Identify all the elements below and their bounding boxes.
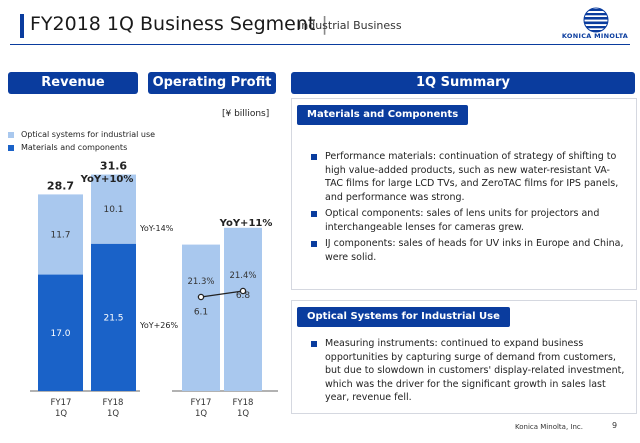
list-item: Performance materials: continuation of s… — [311, 150, 627, 204]
legend-item-materials: Materials and components — [8, 143, 127, 152]
page-title: FY2018 1Q Business Segment | — [30, 13, 328, 35]
title-separator: | — [321, 13, 328, 35]
legend-label: Materials and components — [21, 143, 128, 152]
header-divider — [10, 44, 630, 45]
revenue-total-label: 28.7 — [47, 179, 74, 192]
profit-bar-fy18 — [224, 227, 262, 391]
list-item: Measuring instruments: continued to expa… — [311, 337, 627, 405]
revenue-bar-materials-fy18 — [91, 243, 136, 391]
title-accent-bar — [20, 14, 24, 38]
profit-margin-line — [200, 290, 244, 298]
section-label-optical: Optical Systems for Industrial Use — [297, 307, 510, 327]
revenue-bar-materials-fy17 — [38, 274, 83, 391]
optical-bullet-list: Measuring instruments: continued to expa… — [311, 337, 627, 408]
revenue-total-label: 31.6 — [100, 160, 127, 173]
section-label-materials: Materials and Components — [297, 105, 469, 125]
revenue-optical-growth: YoY-14% — [139, 224, 174, 233]
profit-margin-point — [197, 293, 205, 301]
revenue-category-label: 1Q — [55, 409, 67, 419]
page-subtitle: Industrial Business — [298, 19, 402, 32]
page-number: 9 — [612, 421, 618, 430]
profit-category-label: FY18 — [233, 398, 254, 408]
revenue-category-label: FY17 — [51, 398, 72, 408]
profit-value-label: 6.8 — [236, 291, 251, 301]
profit-value-label: 6.1 — [194, 308, 208, 318]
operating-profit-chart: 6.1 6.8 21.3% 21.4% YoY+11% FY17 1Q FY18… — [172, 218, 278, 419]
logo-wordmark: KONICA MINOLTA — [561, 32, 629, 40]
profit-growth: YoY+11% — [219, 218, 273, 229]
revenue-value-label: 17.0 — [50, 329, 70, 339]
legend-swatch-materials — [8, 144, 14, 151]
legend-swatch-optical — [8, 131, 14, 138]
list-item: IJ components: sales of heads for UV ink… — [311, 237, 627, 264]
summary-materials-panel — [291, 98, 637, 290]
profit-margin-point — [239, 287, 247, 295]
revenue-chart: 17.0 11.7 21.5 10.1 28.7 31.6 YoY+10% Yo… — [30, 160, 178, 419]
tab-revenue: Revenue — [8, 72, 138, 94]
revenue-total-growth: YoY+10% — [80, 174, 134, 185]
legend-label: Optical systems for industrial use — [21, 130, 156, 139]
units-label: [¥ billions] — [222, 109, 270, 119]
profit-bar-fy17 — [182, 244, 220, 391]
revenue-category-label: 1Q — [107, 409, 119, 419]
revenue-value-label: 21.5 — [103, 313, 123, 323]
segment-charts: 17.0 11.7 21.5 10.1 28.7 31.6 YoY+10% Yo… — [30, 160, 278, 419]
footer-company: Konica Minolta, Inc. — [515, 423, 583, 431]
legend-item-optical: Optical systems for industrial use — [8, 130, 155, 139]
list-item: Optical components: sales of lens units … — [311, 207, 627, 234]
materials-bullet-list: Performance materials: continuation of s… — [311, 150, 627, 267]
revenue-category-label: FY18 — [103, 398, 124, 408]
tab-operating-profit: Operating Profit — [148, 72, 276, 94]
page-title-text: FY2018 1Q Business Segment — [30, 13, 316, 35]
profit-category-label: FY17 — [191, 398, 212, 408]
profit-margin-label: 21.4% — [229, 271, 256, 281]
revenue-materials-growth: YoY+26% — [139, 321, 178, 330]
revenue-value-label: 11.7 — [50, 230, 70, 240]
konica-minolta-logo-icon — [583, 7, 609, 33]
profit-category-label: 1Q — [195, 409, 207, 419]
profit-margin-label: 21.3% — [187, 277, 214, 287]
revenue-bar-optical-fy18 — [91, 174, 136, 244]
revenue-value-label: 10.1 — [103, 205, 123, 215]
tab-1q-summary: 1Q Summary — [291, 72, 635, 94]
summary-optical-panel — [291, 300, 637, 414]
revenue-bar-optical-fy17 — [38, 194, 83, 275]
profit-category-label: 1Q — [237, 409, 249, 419]
